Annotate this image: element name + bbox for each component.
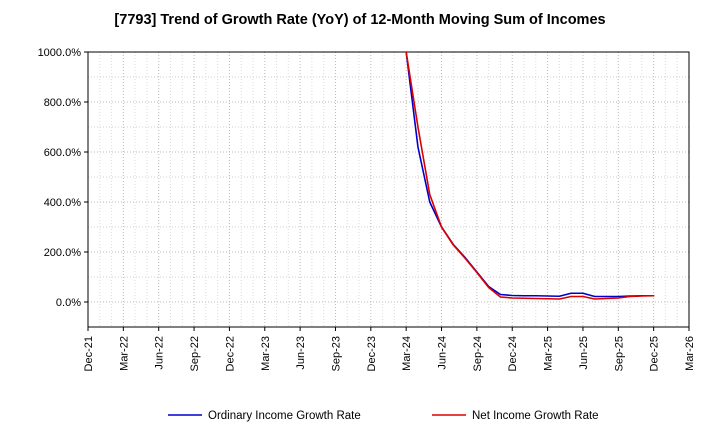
series-line-2 <box>405 51 655 300</box>
x-axis-ticks: Dec-21 Mar-22 Jun-22 Sep-22 Dec-22 Mar-23 Jun-… <box>83 327 696 371</box>
y-axis-tick-label: 1000.0% <box>38 47 82 59</box>
x-axis-tick-label: Mar-24 <box>401 336 413 371</box>
x-axis-tick-label: Jun-22 <box>154 336 166 370</box>
x-axis-tick-label: Jun-23 <box>295 336 307 370</box>
x-axis-tick-label: Mar-22 <box>118 336 130 371</box>
axis-frame <box>87 51 690 328</box>
x-axis-tick-label: Sep-25 <box>613 336 625 371</box>
x-axis-tick-label: Sep-23 <box>330 336 342 371</box>
x-axis-tick-label: Dec-25 <box>649 336 661 371</box>
x-axis-tick-label: Jun-25 <box>578 336 590 370</box>
y-axis-tick-label: 600.0% <box>44 147 82 159</box>
legend-label-2: Net Income Growth Rate <box>472 410 599 422</box>
x-axis-tick-label: Sep-22 <box>189 336 201 371</box>
y-axis-tick-label: 400.0% <box>44 197 82 209</box>
y-axis-tick-label: 800.0% <box>44 97 82 109</box>
plot-area-background <box>88 52 689 327</box>
legend-label-1: Ordinary Income Growth Rate <box>208 410 361 422</box>
data-series-group <box>405 51 655 300</box>
chart-title: [7793] Trend of Growth Rate (YoY) of 12-… <box>114 12 606 28</box>
x-axis-tick-label: Dec-22 <box>224 336 236 371</box>
y-axis-tick-label: 200.0% <box>44 247 82 259</box>
x-axis-tick-label: Dec-23 <box>366 336 378 371</box>
x-axis-tick-label: Dec-24 <box>507 336 519 371</box>
chart-legend: Ordinary Income Growth Rate Net Income Gr… <box>168 410 599 422</box>
y-axis-tick-label: 0.0% <box>56 297 81 309</box>
x-axis-tick-label: Mar-26 <box>684 336 696 371</box>
x-axis-tick-label: Dec-21 <box>83 336 95 371</box>
x-axis-tick-label: Mar-25 <box>543 336 555 371</box>
y-axis-ticks: 1000.0% 800.0% 600.0% 400.0% 200.0% 0.0% <box>38 47 88 309</box>
x-axis-tick-label: Jun-24 <box>437 336 449 370</box>
x-axis-tick-label: Sep-24 <box>472 336 484 371</box>
x-axis-tick-label: Mar-23 <box>260 336 272 371</box>
